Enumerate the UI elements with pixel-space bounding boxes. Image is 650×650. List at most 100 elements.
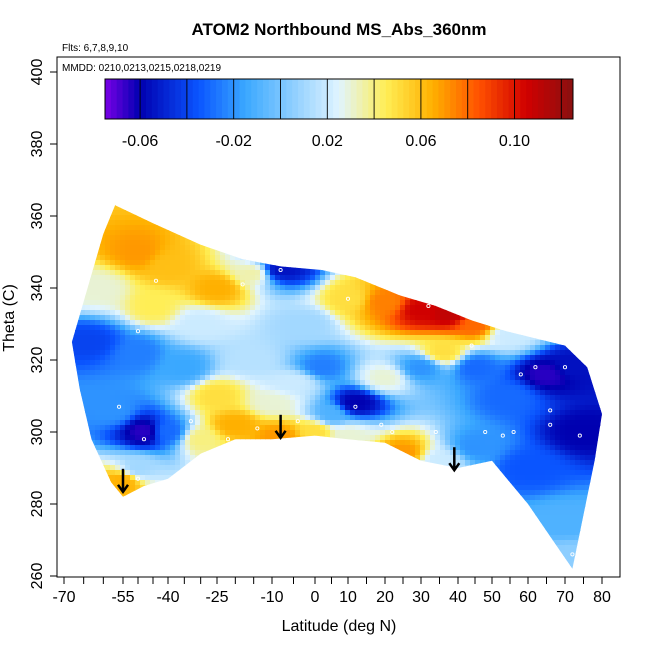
heat-cell [235, 235, 241, 241]
heat-cell [275, 215, 281, 221]
heat-cell [240, 380, 246, 386]
heat-cell [310, 435, 316, 441]
heat-cell [75, 240, 81, 246]
heat-cell [200, 230, 206, 236]
heat-cell [330, 475, 336, 481]
heat-cell [230, 335, 236, 341]
heat-cell [130, 205, 136, 206]
heat-cell [95, 305, 101, 311]
heat-cell [345, 410, 351, 416]
heat-cell [250, 565, 256, 569]
heat-cell [280, 280, 286, 286]
heat-cell [170, 325, 176, 331]
heat-cell [285, 520, 291, 526]
heat-cell [355, 340, 361, 346]
heat-cell [240, 500, 246, 506]
heat-cell [85, 235, 91, 241]
heat-cell [140, 335, 146, 341]
heat-cell [135, 385, 141, 391]
heat-cell [175, 440, 181, 446]
heat-cell [200, 365, 206, 371]
heat-cell [90, 440, 96, 446]
heat-cell [220, 205, 226, 211]
heat-cell [340, 390, 346, 396]
heat-cell [160, 460, 166, 466]
heat-cell [190, 280, 196, 286]
heat-cell [195, 225, 201, 231]
heat-cell [245, 255, 251, 261]
heat-cell [185, 405, 191, 411]
heat-cell [310, 330, 316, 336]
heat-cell [295, 195, 301, 201]
heat-cell [155, 515, 161, 521]
heat-cell [340, 240, 346, 246]
heat-cell [125, 530, 131, 536]
heat-cell [320, 570, 326, 576]
heat-cell [285, 545, 291, 551]
heat-cell [71, 205, 76, 206]
heat-cell [90, 325, 96, 331]
heat-cell [200, 310, 206, 316]
heat-cell [215, 400, 221, 406]
heat-cell [71, 525, 76, 531]
heat-cell [150, 360, 156, 366]
heat-cell [290, 535, 296, 541]
heat-cell [160, 230, 166, 236]
heat-cell [300, 365, 306, 371]
heat-cell [350, 325, 356, 331]
heat-cell [145, 525, 151, 531]
heat-cell [115, 275, 121, 281]
heat-cell [190, 500, 196, 506]
heat-cell [190, 230, 196, 236]
heat-cell [240, 460, 246, 466]
heat-cell [255, 500, 261, 506]
heat-cell [125, 265, 131, 271]
heat-cell [325, 400, 331, 406]
heat-cell [230, 525, 236, 531]
heat-cell [210, 500, 216, 506]
heat-cell [340, 400, 346, 406]
heat-cell [150, 480, 156, 486]
heat-cell [375, 435, 381, 441]
heat-cell [345, 535, 351, 541]
heat-cell [305, 420, 311, 426]
heat-cell [280, 390, 286, 396]
heat-cell [115, 490, 121, 496]
heat-cell [240, 540, 246, 546]
heat-cell [215, 245, 221, 251]
heat-cell [170, 235, 176, 241]
heat-cell [105, 360, 111, 366]
heat-cell [275, 560, 281, 566]
heat-cell [355, 240, 361, 246]
heat-cell [185, 470, 191, 476]
heat-cell [185, 355, 191, 361]
heat-cell [380, 455, 386, 461]
heat-cell [110, 210, 116, 216]
heat-cell [230, 375, 236, 381]
heat-cell [360, 260, 366, 266]
heat-cell [150, 565, 156, 569]
heat-cell [255, 195, 261, 201]
heat-cell [300, 485, 306, 491]
heat-cell [95, 240, 101, 246]
heat-cell [80, 350, 86, 356]
heat-cell [375, 535, 381, 541]
heat-cell [180, 470, 186, 476]
heat-cell [320, 505, 326, 511]
heat-cell [265, 220, 271, 226]
heat-cell [85, 325, 91, 331]
heat-cell [230, 550, 236, 556]
heat-cell [165, 280, 171, 286]
heat-cell [140, 570, 146, 576]
heat-cell [175, 340, 181, 346]
heat-cell [245, 315, 251, 321]
heat-cell [295, 215, 301, 221]
heat-cell [285, 550, 291, 556]
heat-cell [235, 230, 241, 236]
heat-cell [115, 445, 121, 451]
heat-cell [75, 250, 81, 256]
heat-cell [295, 400, 301, 406]
heat-cell [90, 340, 96, 346]
heat-cell [345, 340, 351, 346]
heat-cell [295, 330, 301, 336]
